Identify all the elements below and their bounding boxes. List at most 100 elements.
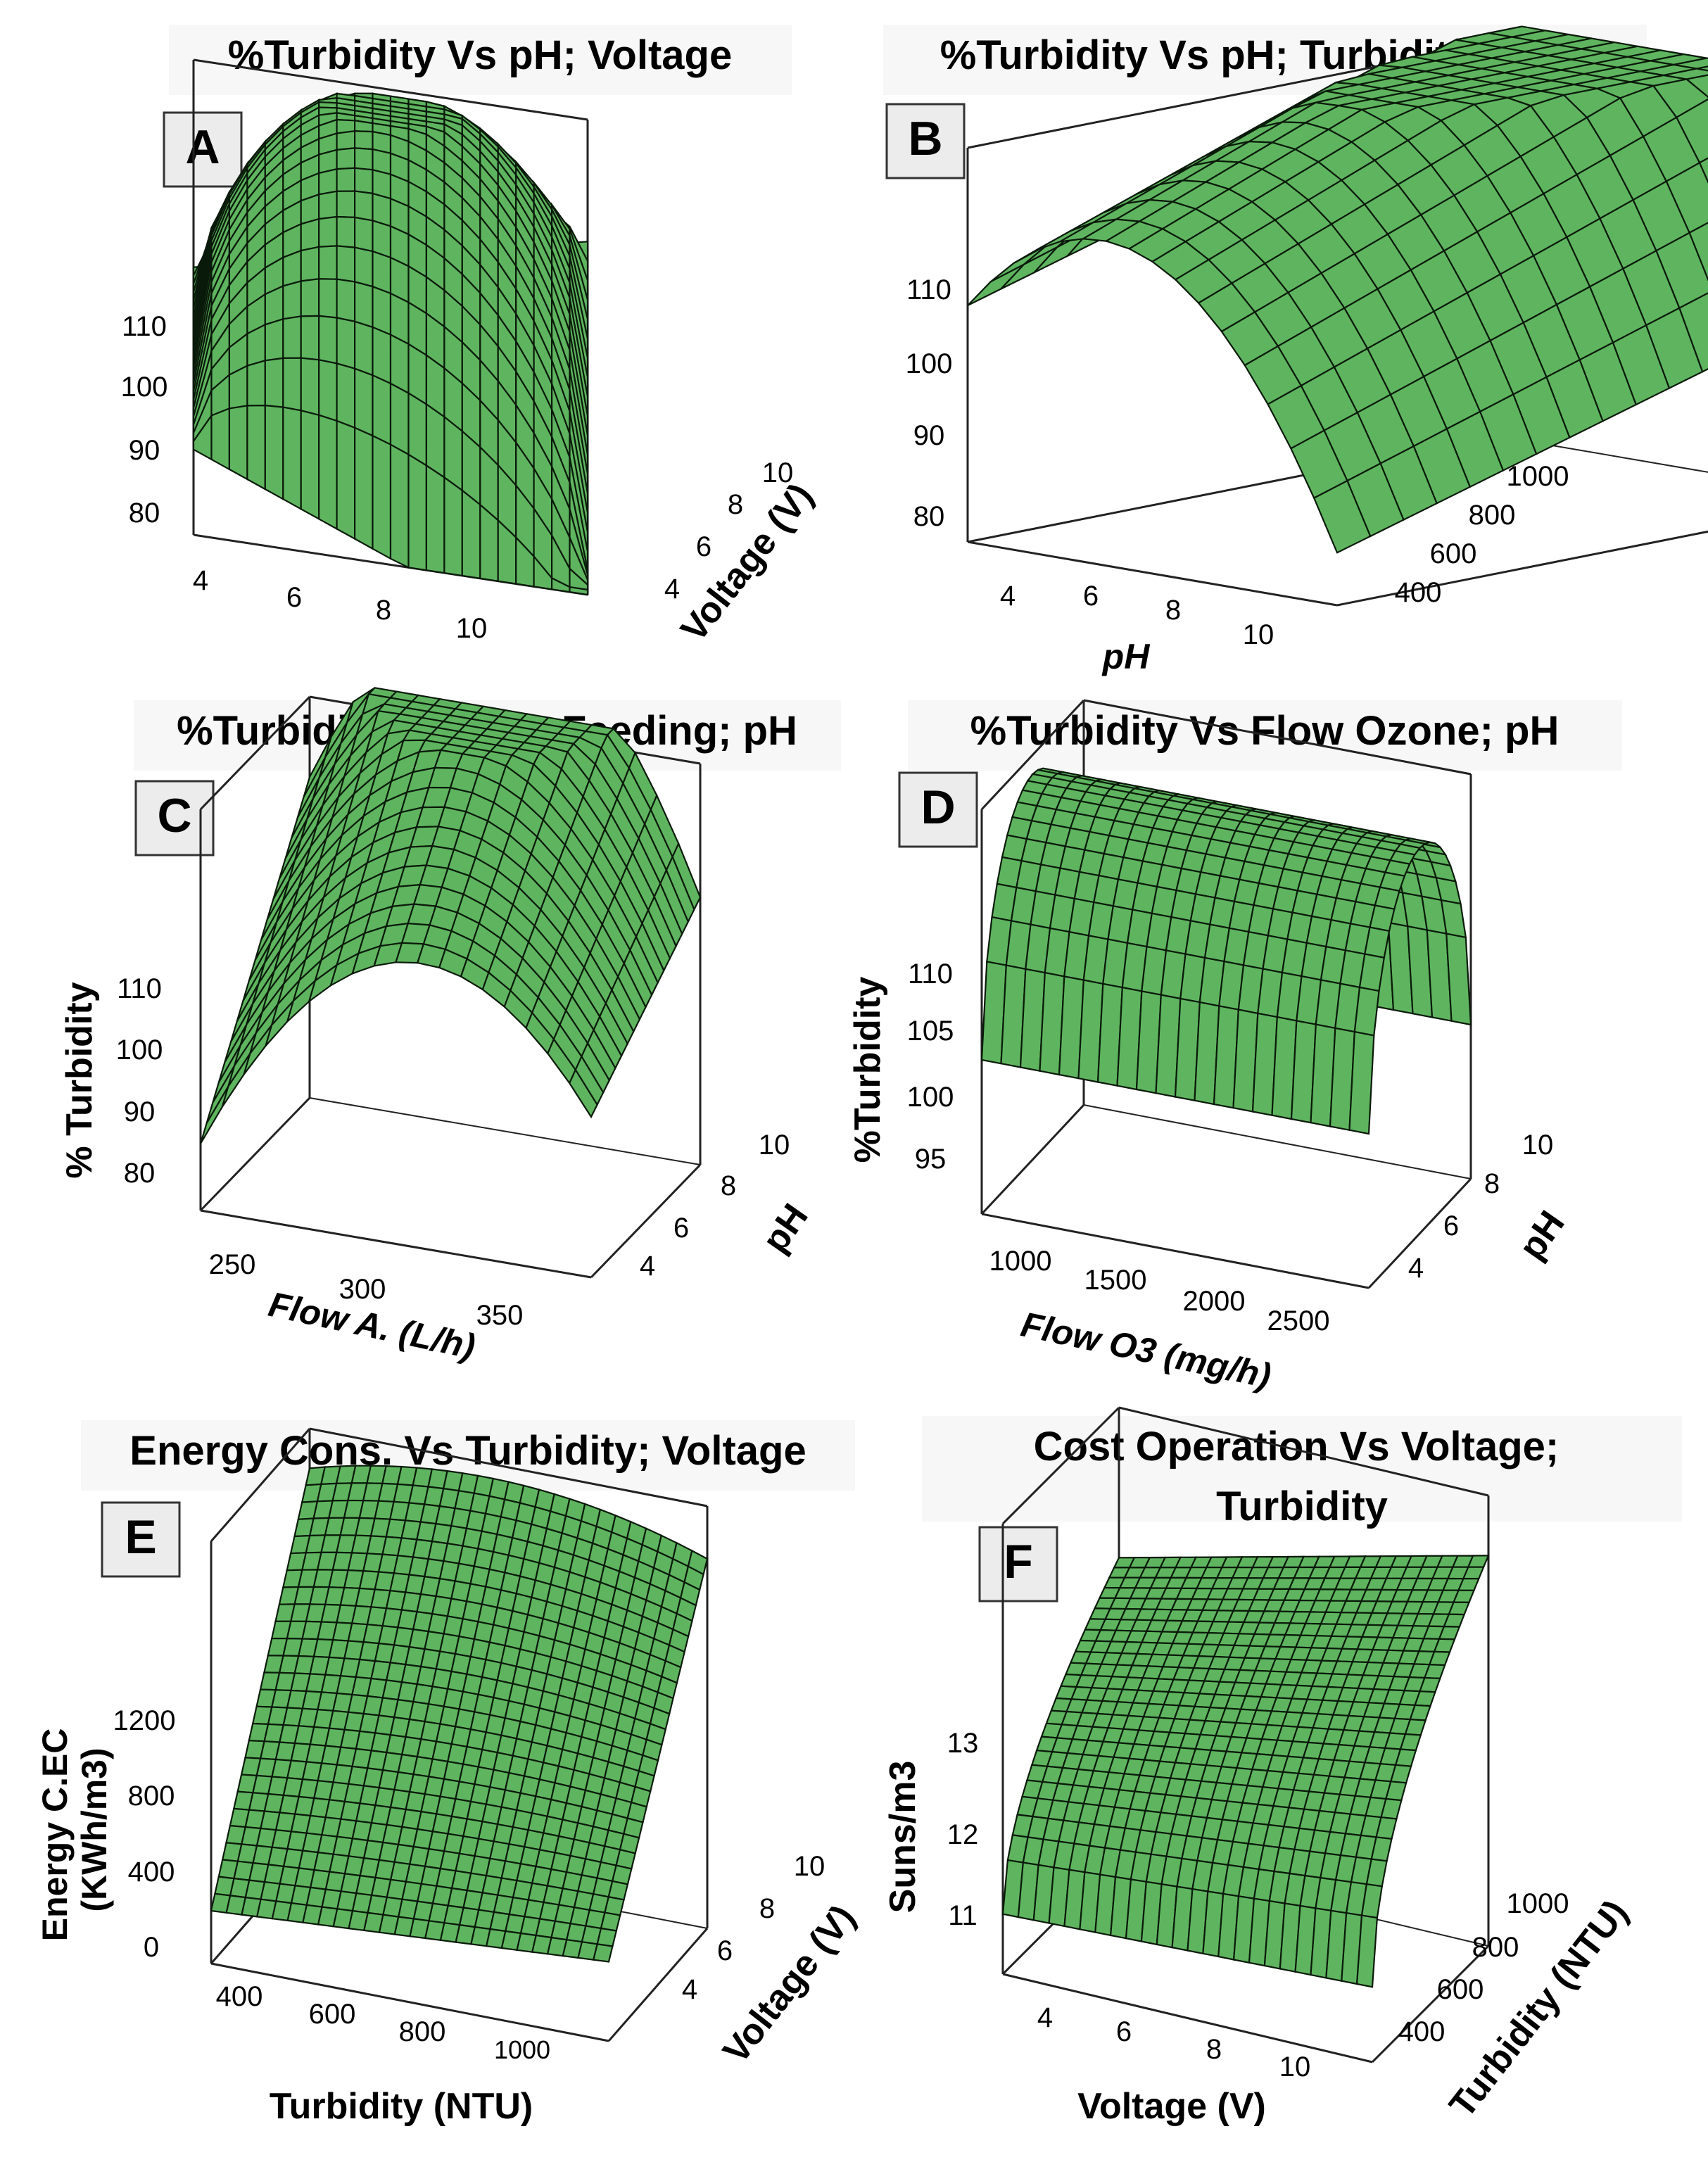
panel-c-ylabel: pH <box>754 1196 816 1260</box>
panel-e-xtick: 800 <box>399 2016 446 2047</box>
panel-a-surface-cell <box>210 407 230 471</box>
axis-top-back <box>309 1427 708 1507</box>
panel-a-surface-cell <box>318 414 338 531</box>
panel-f-title-box <box>922 1416 1682 1522</box>
axis-floor-front <box>210 1962 609 2042</box>
panel-a: %Turbidity Vs pH; Voltage A 4 6 8 10 4 6… <box>121 25 821 650</box>
panel-b-ytick: 600 <box>1430 538 1477 569</box>
panel-a-ytick: 4 <box>664 574 680 605</box>
panel-f-xtick: 8 <box>1206 2034 1222 2065</box>
axis-top-back <box>1118 1406 1489 1497</box>
panel-f-ytick: 600 <box>1437 1974 1484 2005</box>
panel-d-surface-cell <box>1364 926 1391 959</box>
panel-d-ytick: 4 <box>1408 1253 1424 1284</box>
panel-a-title-box <box>169 25 792 95</box>
panel-a-surface-cell <box>336 317 356 370</box>
axis-top-left <box>980 699 1085 811</box>
panel-a-surface-cell <box>300 278 320 317</box>
panel-c-surface-cell <box>568 1068 598 1119</box>
panel-f-ylabel: Turbidity (NTU) <box>1441 1892 1636 2125</box>
panel-a-surface-cell <box>443 476 463 577</box>
panel-a-surface-cell <box>372 374 392 446</box>
panel-f-title-line1: Cost Operation Vs Voltage; <box>1034 1424 1560 1469</box>
panel-a-surface-cell <box>282 249 302 287</box>
panel-e-surface-cell <box>592 1943 614 1963</box>
panel-b-xtick: 6 <box>1083 581 1099 612</box>
panel-b-surface-cell <box>967 263 1025 306</box>
axis-floor-front <box>981 1213 1369 1289</box>
panel-e-surface <box>210 1465 709 1963</box>
panel-e-surface-cell <box>596 1927 618 1947</box>
panel-a-surface-cell <box>282 315 302 360</box>
panel-e: Energy Cons. Vs Turbidity; Voltage E 400… <box>35 1420 864 2127</box>
panel-a-surface-cell <box>372 326 392 385</box>
panel-a-xtick: 6 <box>286 582 302 613</box>
panel-a-surface-cell <box>318 190 338 220</box>
panel-e-ztick: 0 <box>144 1932 159 1963</box>
panel-a-surface-cell <box>318 215 338 248</box>
panel-c: %Turbidity Vs Flow Feeding; pH C 250 300… <box>59 687 841 1367</box>
panel-d-ztick: 105 <box>907 1016 954 1047</box>
panel-a-surface-cell <box>318 278 338 319</box>
panel-a-ticks: 4 6 8 10 4 6 8 10 80 90 100 110 <box>121 311 794 644</box>
panel-a-surface-cell <box>336 167 356 192</box>
panel-e-ztick: 1200 <box>113 1705 176 1736</box>
panel-a-surface-cell <box>318 167 338 196</box>
panel-c-ticks: 250 300 350 4 6 8 10 80 90 100 110 <box>116 973 790 1331</box>
panel-a-ztick: 110 <box>122 311 167 342</box>
panel-c-ytick: 8 <box>721 1170 736 1201</box>
panel-c-ztick: 100 <box>116 1035 163 1066</box>
panel-a-surface-cell <box>282 406 302 511</box>
panel-d-ztick: 100 <box>907 1082 954 1113</box>
panel-f-surface-cell <box>1355 1914 1379 1988</box>
axis-top-left <box>1001 1406 1120 1525</box>
panel-f-xtick: 4 <box>1037 2002 1053 2033</box>
panel-a-surface-cell <box>246 359 266 407</box>
axis-floor-right <box>1336 530 1708 607</box>
panel-d-surface <box>980 767 1472 1135</box>
panel-b-surface-cell <box>1312 479 1372 554</box>
panel-e-xtick: 1000 <box>494 2035 550 2064</box>
axis-floor-back <box>309 1097 701 1165</box>
panel-a-xtick: 8 <box>376 595 391 626</box>
panel-e-ticks: 400 600 800 1000 4 6 8 10 0 400 800 1200 <box>113 1705 825 2064</box>
panel-b-ytick: 800 <box>1469 500 1516 531</box>
panel-a-surface-cell <box>354 167 374 195</box>
axis-floor-right <box>1371 1945 1490 2063</box>
panel-f-ytick: 800 <box>1472 1932 1519 1963</box>
panel-d-ytick: 8 <box>1484 1168 1500 1199</box>
panel-f: Cost Operation Vs Voltage; Turbidity F 4… <box>883 1406 1682 2127</box>
panel-c-ytick: 4 <box>640 1251 655 1282</box>
panel-f-xtick: 6 <box>1116 2016 1132 2047</box>
panel-c-ztick: 110 <box>117 973 162 1004</box>
panel-d-ylabel: pH <box>1511 1203 1572 1267</box>
panel-b-xtick: 8 <box>1165 595 1181 626</box>
panel-a-surface-cell <box>354 147 374 171</box>
panel-e-ytick: 6 <box>717 1935 733 1966</box>
axis-top-left <box>199 695 311 811</box>
panel-a-surface-cell <box>300 315 320 361</box>
panel-b-xtick: 4 <box>1000 581 1016 612</box>
panel-d: %Turbidity Vs Flow Ozone; pH D 1000 1500… <box>847 699 1622 1396</box>
axis-floor-right <box>607 1928 709 2042</box>
panel-e-letter: E <box>125 1510 156 1564</box>
panel-b-ytick: 400 <box>1395 577 1442 608</box>
panel-a-surface-cell <box>354 246 374 288</box>
panel-a-ytick: 8 <box>728 489 743 520</box>
panel-e-ytick: 4 <box>682 1974 697 2005</box>
panel-b-xtick: 10 <box>1243 619 1274 650</box>
axis-floor-front <box>967 540 1338 607</box>
panel-f-title: Cost Operation Vs Voltage; Turbidity <box>1034 1424 1571 1529</box>
panel-b-ztick: 80 <box>913 501 945 532</box>
panel-f-ytick: 400 <box>1398 2016 1446 2047</box>
panel-b: %Turbidity Vs pH; Turbidity initial B 4 … <box>883 25 1708 676</box>
panel-e-ylabel: Voltage (V) <box>715 1897 864 2071</box>
panel-c-ytick: 10 <box>759 1130 790 1161</box>
panel-a-surface-cell <box>264 357 284 408</box>
panel-a-surface-cell <box>300 246 320 282</box>
panel-e-ytick: 10 <box>794 1851 825 1882</box>
panel-f-zlabel: Suns/m3 <box>883 1761 923 1914</box>
panel-c-ztick: 80 <box>124 1158 156 1189</box>
panel-a-surface-cell <box>354 120 374 133</box>
panel-b-xlabel: pH <box>1101 637 1151 676</box>
